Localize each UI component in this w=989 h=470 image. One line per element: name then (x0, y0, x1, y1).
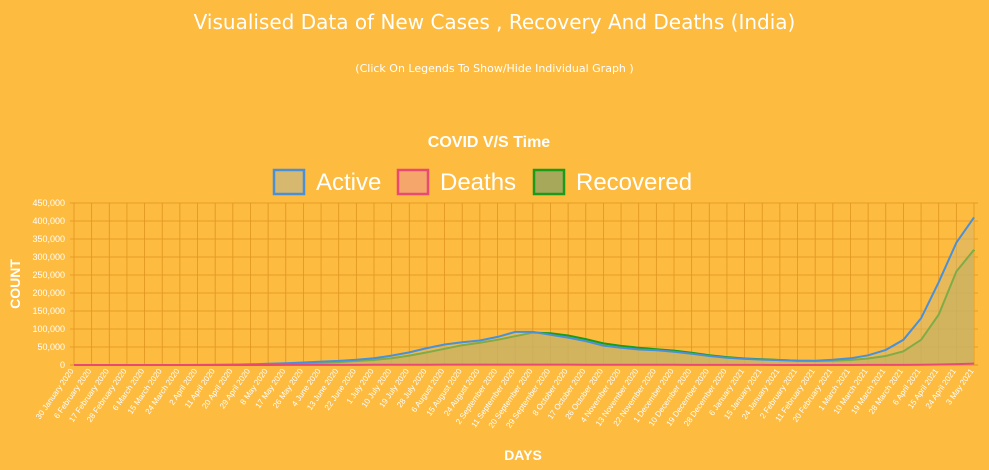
y-tick-label: 450,000 (32, 198, 65, 208)
legend-label-deaths[interactable]: Deaths (440, 169, 516, 196)
series-line-deaths (74, 362, 975, 366)
legend-swatch-deaths (396, 168, 430, 196)
legend: Active Deaths Recovered (272, 168, 692, 196)
y-tick-label: 250,000 (32, 270, 65, 280)
page-subtitle: (Click On Legends To Show/Hide Individua… (355, 62, 634, 75)
series-layer (74, 216, 975, 366)
y-axis-title: COUNT (7, 259, 23, 309)
x-axis-title: DAYS (504, 447, 542, 463)
y-tick-label: 300,000 (32, 252, 65, 262)
y-tick-label: 150,000 (32, 306, 65, 316)
legend-item-active[interactable]: Active (272, 168, 381, 196)
y-tick-label: 350,000 (32, 234, 65, 244)
y-tick-label: 200,000 (32, 288, 65, 298)
y-tick-label: 50,000 (37, 342, 65, 352)
legend-label-recovered[interactable]: Recovered (576, 169, 692, 196)
y-tick-label: 0 (60, 360, 65, 370)
legend-label-active[interactable]: Active (316, 169, 381, 196)
y-tick-label: 100,000 (32, 324, 65, 334)
series-area-active (74, 217, 974, 365)
y-tick-label: 400,000 (32, 216, 65, 226)
y-axis: 0 50,000 100,000 150,000 200,000 250,000 300,0… (32, 198, 65, 370)
legend-swatch-recovered (532, 168, 566, 196)
legend-swatch-active (272, 168, 306, 196)
page-title: Visualised Data of New Cases , Recovery … (193, 10, 796, 34)
legend-item-recovered[interactable]: Recovered (532, 168, 692, 196)
legend-item-deaths[interactable]: Deaths (396, 168, 516, 196)
chart-title: COVID V/S Time (428, 134, 551, 151)
